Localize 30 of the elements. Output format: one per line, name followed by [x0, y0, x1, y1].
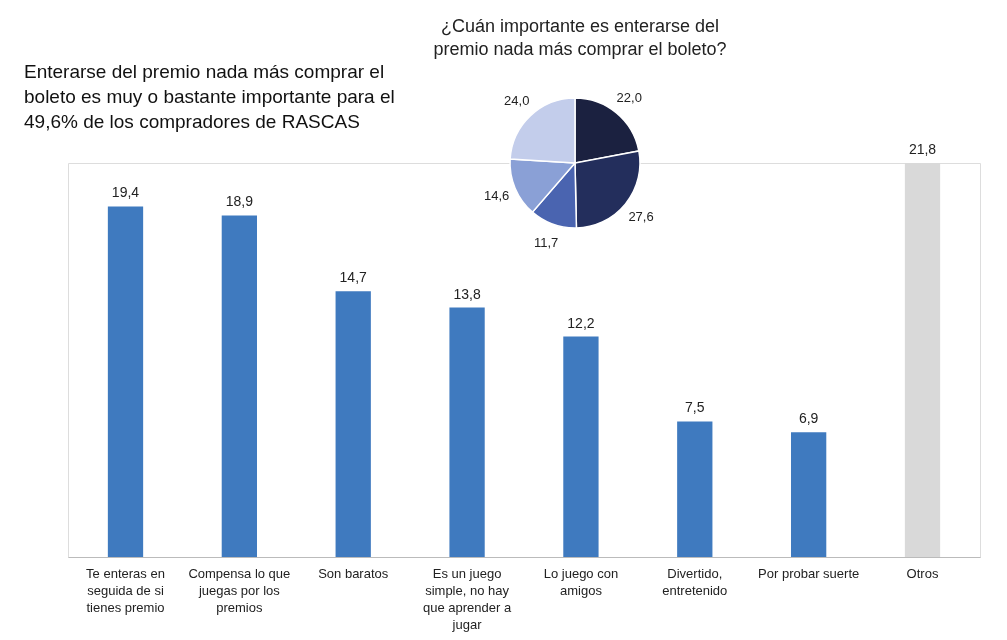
bar: [791, 432, 827, 557]
data-label: 27,6: [628, 208, 654, 224]
data-label: 18,9: [225, 193, 254, 210]
data-label: 12,2: [567, 314, 595, 331]
x-tick-label: Por probar suerte: [758, 565, 860, 581]
bar: [221, 215, 257, 557]
data-label: 11,7: [534, 234, 559, 250]
x-tick-label: Compensa lo que juegas por los premios: [188, 565, 291, 615]
bar: [335, 291, 371, 557]
data-label: 14,7: [339, 269, 368, 286]
data-label: 7,5: [685, 399, 705, 416]
data-label: 13,8: [453, 285, 481, 302]
data-label: 19,4: [111, 184, 140, 201]
x-tick-label: Te enteras en seguida de si tienes premio: [86, 565, 165, 615]
bar: [563, 336, 599, 557]
x-tick-label: Es un juego simple, no hay que aprender a jugar: [422, 565, 512, 632]
data-label: 21,8: [908, 141, 937, 157]
bar: [449, 307, 485, 557]
chart-title: ¿Cuán importante es enterarse del premio nada más comprar el boleto?: [433, 16, 727, 59]
data-label: 14,6: [483, 187, 510, 203]
chart-title: Enterarse del premio nada más comprar el boleto es muy o bastante importante para el 49,6% de los compradores de RASCAS: [24, 61, 395, 132]
x-tick-label: Son baratos: [318, 565, 389, 581]
bar: [107, 206, 144, 557]
data-label: 22,0: [616, 89, 642, 105]
data-label: 24,0: [504, 93, 530, 109]
x-tick-label: Otros: [906, 565, 939, 581]
bar: [677, 421, 713, 557]
x-tick-label: Divertido, entretenido: [662, 565, 728, 598]
x-tick-label: Lo juego con amigos: [543, 565, 619, 598]
data-label: 6,9: [798, 410, 819, 427]
